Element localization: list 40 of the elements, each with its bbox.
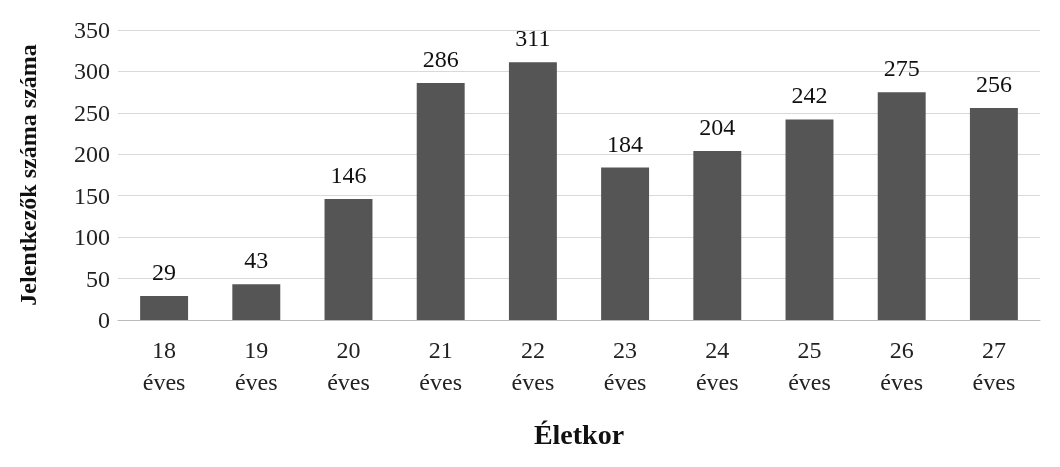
- x-tick-label: 24 éves: [695, 337, 739, 395]
- y-tick-label: 200: [74, 141, 110, 168]
- data-label: 43: [244, 247, 269, 274]
- data-label: 256: [975, 70, 1012, 97]
- data-label: 311: [515, 25, 551, 52]
- y-tick-label: 100: [74, 224, 110, 251]
- x-tick-label: 20 éves: [327, 337, 370, 395]
- bar: [140, 295, 189, 320]
- x-tick-label: 18 éves: [142, 337, 186, 395]
- y-tick-label: 150: [74, 182, 110, 209]
- x-tick-label: 25 éves: [788, 337, 831, 395]
- data-label: 242: [791, 82, 828, 109]
- y-tick-label: 50: [86, 265, 110, 292]
- y-axis-title: Jelentkezők száma száma: [15, 44, 41, 306]
- bar: [416, 83, 465, 320]
- bar: [324, 199, 373, 320]
- bar: [232, 284, 281, 320]
- bar: [785, 119, 834, 320]
- data-label: 275: [883, 55, 920, 82]
- y-tick-label: 250: [74, 99, 110, 126]
- data-label: 184: [607, 130, 644, 157]
- y-tick-label: 300: [74, 58, 110, 85]
- data-label: 286: [422, 46, 459, 73]
- data-label: 29: [152, 258, 177, 285]
- bar: [601, 167, 650, 320]
- data-label: 204: [699, 113, 736, 140]
- y-tick-label: 0: [98, 307, 110, 333]
- x-tick-label: 23 éves: [603, 337, 647, 395]
- bar: [693, 150, 742, 320]
- x-tick-label: 21 éves: [419, 337, 463, 395]
- x-tick-label: 22 éves: [511, 337, 555, 395]
- data-label: 146: [330, 162, 367, 189]
- y-tick-label: 350: [74, 17, 110, 43]
- x-tick-label: 19 éves: [234, 337, 278, 395]
- x-tick-label: 26 éves: [880, 337, 924, 395]
- bar: [508, 62, 557, 320]
- x-axis-title: Életkor: [533, 418, 625, 450]
- bar: [877, 92, 926, 320]
- bar: [969, 107, 1018, 320]
- x-tick-label: 27 éves: [972, 337, 1016, 395]
